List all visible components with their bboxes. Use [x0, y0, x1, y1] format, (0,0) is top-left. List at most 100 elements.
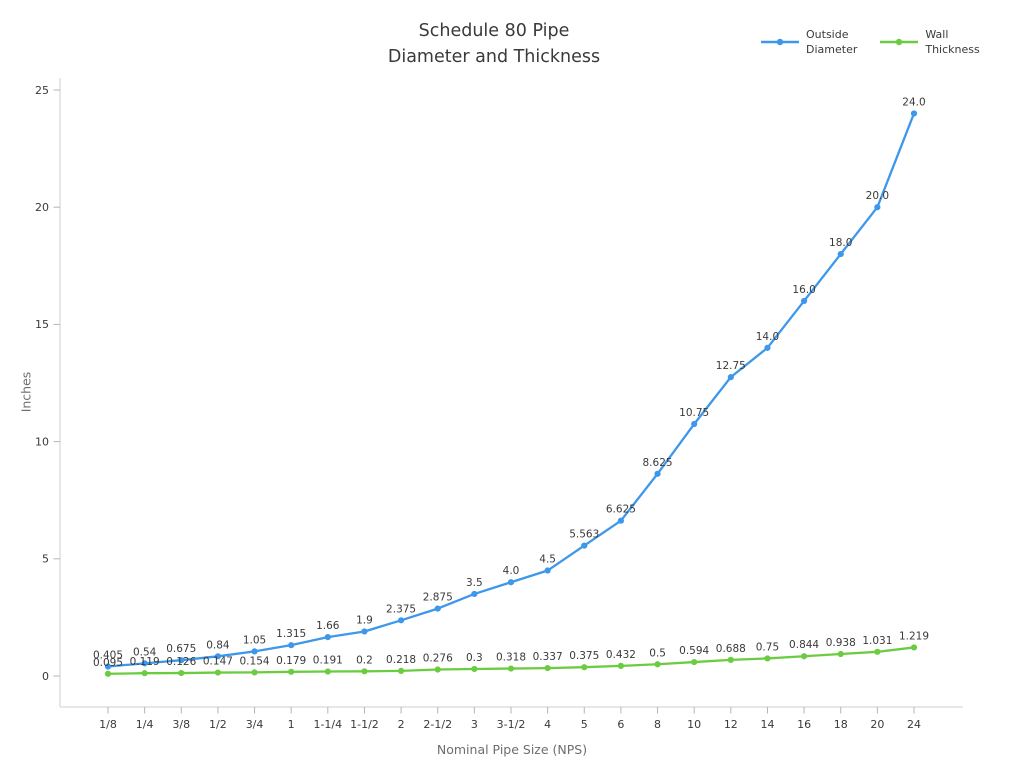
- legend-label-line: Wall: [925, 28, 949, 41]
- data-label: 2.375: [386, 603, 416, 615]
- data-label: 0.154: [240, 655, 270, 667]
- data-point: [471, 665, 478, 673]
- data-label: 8.625: [643, 457, 673, 469]
- svg-text:1/8: 1/8: [99, 718, 117, 731]
- data-point: [141, 660, 148, 667]
- data-label: 12.75: [716, 360, 746, 372]
- data-label: 0.75: [756, 641, 779, 653]
- data-point: [214, 669, 222, 676]
- outside-diameter-line-icon: [761, 38, 799, 46]
- data-point: [178, 669, 185, 677]
- data-point: [617, 662, 625, 669]
- data-point: [910, 644, 918, 651]
- svg-text:8: 8: [654, 718, 661, 731]
- data-point: [581, 664, 588, 671]
- svg-text:1-1/4: 1-1/4: [313, 718, 342, 731]
- data-point: [104, 670, 112, 677]
- data-label: 24.0: [902, 96, 925, 108]
- svg-text:10: 10: [687, 718, 701, 731]
- svg-text:2-1/2: 2-1/2: [423, 718, 452, 731]
- data-label: 0.405: [93, 650, 123, 662]
- data-point: [837, 250, 844, 258]
- data-point: [214, 653, 222, 660]
- data-point: [324, 668, 331, 675]
- data-point: [800, 297, 808, 305]
- data-label: 1.219: [899, 630, 929, 642]
- legend-label-outside-diameter: Outside Diameter: [806, 27, 857, 57]
- svg-text:3/8: 3/8: [172, 718, 190, 731]
- data-label: 0.5: [649, 647, 666, 659]
- svg-text:15: 15: [35, 318, 49, 331]
- data-point: [654, 661, 661, 668]
- data-point: [874, 648, 881, 655]
- svg-text:20: 20: [35, 201, 49, 214]
- data-point: [910, 110, 918, 117]
- data-point: [251, 648, 258, 655]
- data-point: [837, 650, 844, 658]
- data-point: [288, 668, 295, 675]
- legend-label-line: Outside: [806, 28, 849, 41]
- data-point: [324, 633, 331, 641]
- svg-text:20: 20: [870, 718, 884, 731]
- svg-text:14: 14: [760, 718, 774, 731]
- svg-text:16: 16: [797, 718, 811, 731]
- data-point: [544, 665, 551, 672]
- svg-text:2: 2: [398, 718, 405, 731]
- x-axis-ticks: 1/8 1/4 3/8 1/2 3/4 1 1-1/4 1-1/2 2 2-1/2 3 3-1/2 4 5…: [99, 707, 921, 731]
- data-label: 20.0: [866, 190, 889, 202]
- data-label: 0.276: [423, 653, 453, 665]
- chart-title-line1: Schedule 80 Pipe: [418, 21, 570, 41]
- data-point: [727, 656, 734, 663]
- svg-text:1: 1: [288, 718, 295, 731]
- data-point: [141, 670, 148, 677]
- svg-text:6: 6: [617, 718, 624, 731]
- data-point: [727, 374, 734, 381]
- legend: Outside Diameter Wall Thickness: [760, 27, 980, 57]
- data-label: 6.625: [606, 504, 636, 516]
- data-point: [800, 653, 808, 660]
- data-label: 0.191: [313, 655, 343, 667]
- data-label: 1.9: [356, 614, 373, 626]
- svg-text:3: 3: [471, 718, 478, 731]
- data-point: [764, 655, 771, 662]
- data-label: 0.119: [130, 656, 160, 668]
- data-label: 16.0: [792, 284, 815, 296]
- svg-text:24: 24: [907, 718, 921, 731]
- data-point: [397, 617, 405, 624]
- data-point: [251, 669, 258, 676]
- data-point: [361, 628, 368, 635]
- svg-text:3/4: 3/4: [246, 718, 264, 731]
- data-point: [361, 668, 368, 675]
- wall-thickness-line-icon: [880, 38, 919, 46]
- data-label: 0.095: [93, 657, 123, 669]
- data-point: [507, 665, 515, 672]
- data-point: [288, 642, 295, 649]
- data-point: [397, 667, 405, 674]
- data-label: 14.0: [756, 331, 779, 343]
- data-label: 0.375: [569, 650, 599, 662]
- data-point: [471, 590, 478, 598]
- data-point: [764, 344, 771, 351]
- data-label: 18.0: [829, 237, 852, 249]
- data-label: 0.844: [789, 639, 819, 651]
- data-point: [434, 666, 441, 673]
- svg-text:5: 5: [42, 553, 49, 566]
- data-label: 0.2: [356, 654, 373, 666]
- legend-label-wall-thickness: Wall Thickness: [925, 27, 979, 57]
- svg-text:5: 5: [581, 718, 588, 731]
- data-point: [434, 605, 441, 612]
- chart-title: Schedule 80 Pipe Diameter and Thickness: [0, 18, 988, 70]
- legend-item-outside-diameter: Outside Diameter: [760, 27, 857, 57]
- data-label: 0.84: [206, 639, 230, 651]
- data-label: 0.54: [133, 646, 157, 658]
- svg-text:3-1/2: 3-1/2: [497, 718, 526, 731]
- data-point: [874, 204, 881, 211]
- svg-text:0: 0: [42, 670, 49, 683]
- data-label: 4.0: [503, 565, 520, 577]
- data-label: 0.938: [826, 637, 856, 649]
- data-point: [544, 567, 551, 574]
- y-axis-title: Inches: [18, 371, 34, 413]
- data-label: 0.337: [533, 651, 563, 663]
- data-label: 10.75: [679, 407, 709, 419]
